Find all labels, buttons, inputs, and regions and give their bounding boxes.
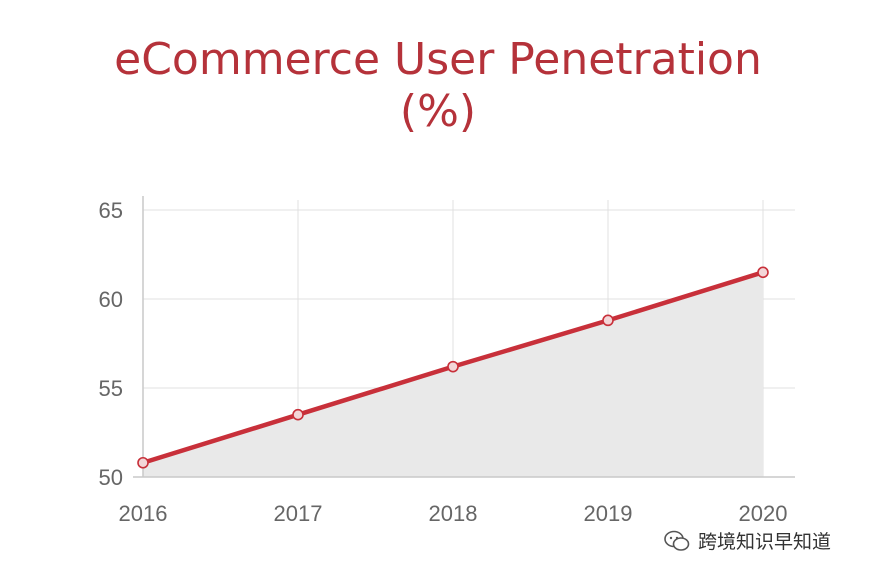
data-point	[602, 314, 614, 327]
y-tick-label: 60	[99, 287, 123, 312]
data-point	[757, 266, 769, 279]
x-tick-labels: 2016 2017 2018 2019 2020	[119, 501, 788, 526]
y-tick-label: 65	[99, 198, 123, 223]
watermark-text: 跨境知识早知道	[698, 531, 832, 553]
x-tick-label: 2016	[119, 501, 168, 526]
data-point	[137, 456, 149, 469]
y-tick-label: 50	[99, 465, 123, 490]
x-tick-label: 2020	[739, 501, 788, 526]
axes	[133, 196, 795, 478]
data-point	[292, 408, 304, 421]
x-tick-label: 2019	[584, 501, 633, 526]
chart-title-block: eCommerce User Penetration (%)	[0, 34, 876, 138]
data-points	[137, 266, 769, 469]
data-point	[447, 360, 459, 373]
y-tick-label: 55	[99, 376, 123, 401]
chart-title: eCommerce User Penetration	[114, 34, 762, 85]
watermark: 跨境知识早知道	[664, 527, 831, 554]
x-tick-label: 2017	[274, 501, 323, 526]
x-tick-label: 2018	[429, 501, 478, 526]
chart-subtitle: (%)	[399, 86, 477, 137]
y-tick-labels: 65 60 55 50	[99, 198, 123, 490]
wechat-icon	[664, 530, 690, 551]
